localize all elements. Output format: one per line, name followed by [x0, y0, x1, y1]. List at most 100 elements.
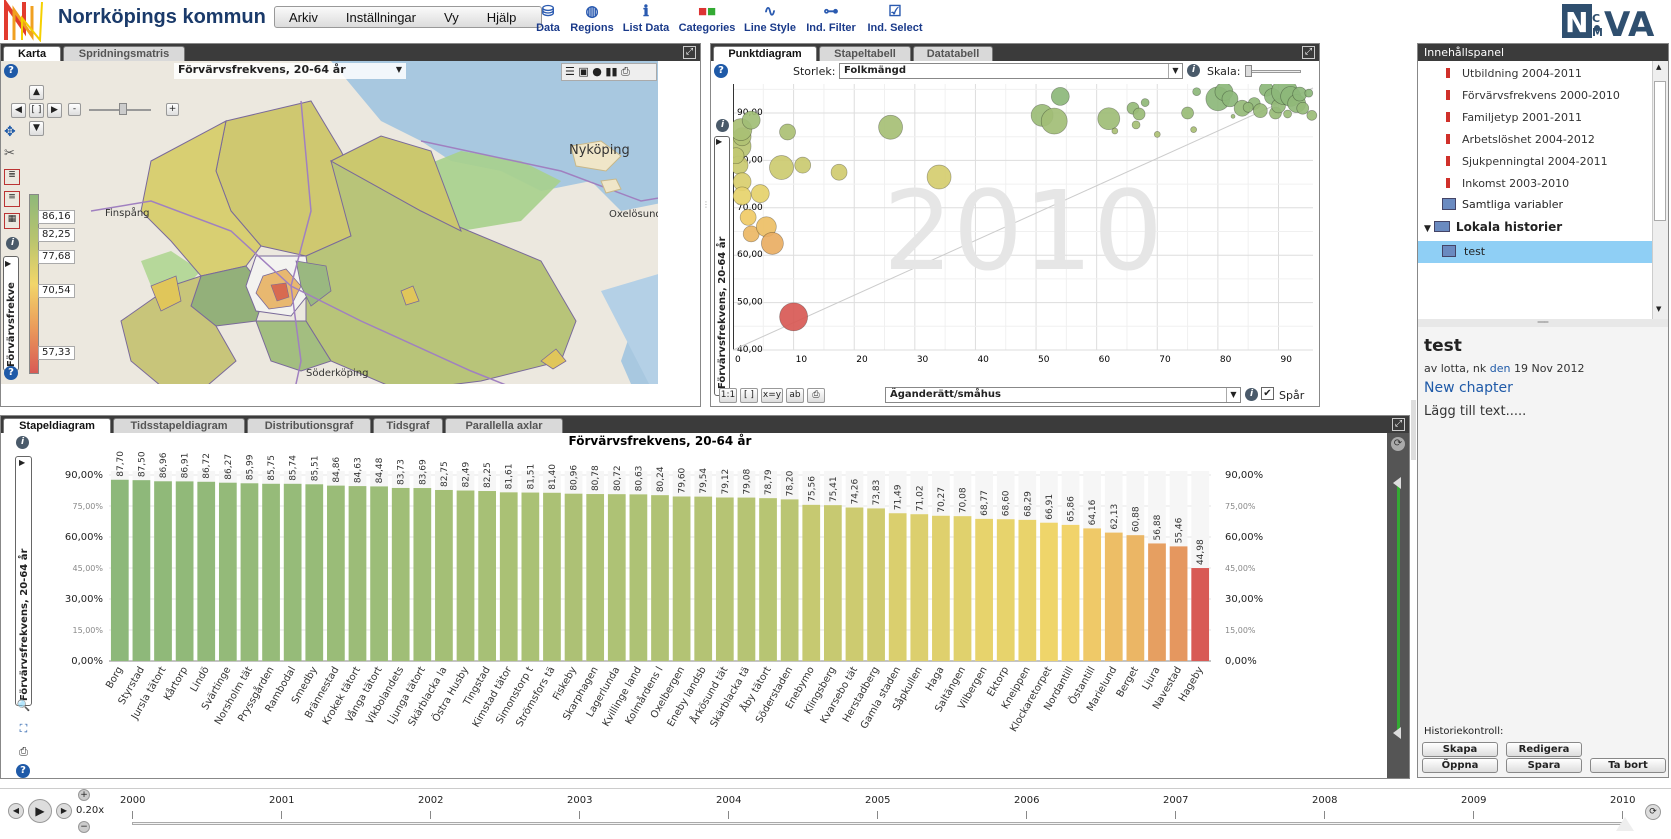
- bar[interactable]: [499, 492, 518, 661]
- step-back-icon[interactable]: ◀: [8, 803, 24, 819]
- scatter-point[interactable]: [1040, 107, 1068, 135]
- year-label[interactable]: 2003: [567, 795, 593, 806]
- help-icon[interactable]: ?: [4, 64, 18, 78]
- xy-button[interactable]: x=y: [761, 388, 783, 403]
- tree-item[interactable]: Arbetslöshet 2004-2012: [1446, 133, 1595, 146]
- camera-icon[interactable]: ▣: [578, 65, 589, 78]
- toolbar-ind-select-button[interactable]: ☑ Ind. Select: [863, 2, 927, 38]
- year-label[interactable]: 2000: [120, 795, 146, 806]
- region-city-east[interactable]: [295, 260, 332, 307]
- tab-parallella-axlar[interactable]: Parallella axlar: [445, 418, 563, 433]
- bar[interactable]: [391, 487, 410, 661]
- print-icon[interactable]: ⎙: [19, 745, 28, 758]
- bar[interactable]: [629, 494, 648, 661]
- region-northeast[interactable]: [329, 135, 462, 233]
- bar[interactable]: [1169, 546, 1188, 661]
- menu-arkiv[interactable]: Arkiv: [289, 9, 318, 25]
- scatter-point[interactable]: [1296, 101, 1310, 115]
- tree-item[interactable]: Utbildning 2004-2011: [1446, 67, 1582, 80]
- bar[interactable]: [1083, 528, 1102, 661]
- bar[interactable]: [456, 490, 475, 661]
- toolbar-line-style-button[interactable]: ∿ Line Style: [741, 2, 799, 38]
- bar[interactable]: [197, 481, 216, 661]
- bar[interactable]: [564, 493, 583, 661]
- tree-folder-local-histories[interactable]: ▼ Lokala historier: [1424, 220, 1563, 234]
- scatter-point[interactable]: [739, 208, 757, 226]
- info-icon[interactable]: i: [1187, 64, 1200, 77]
- map-canvas[interactable]: Nyköping Finspång Oxelösund Söderköping …: [1, 61, 658, 384]
- region-southwest[interactable]: [120, 275, 237, 384]
- scatter-point[interactable]: [1132, 107, 1146, 121]
- tab-tidsgraf[interactable]: Tidsgraf: [373, 418, 443, 433]
- scale-slider-handle[interactable]: [1245, 65, 1252, 77]
- bar[interactable]: [888, 513, 907, 661]
- bar[interactable]: [1061, 524, 1080, 661]
- bar[interactable]: [975, 518, 993, 661]
- scatter-point[interactable]: [741, 110, 761, 130]
- scatter-point[interactable]: [794, 156, 812, 174]
- scatter-point[interactable]: [1050, 87, 1070, 106]
- scatter-point[interactable]: [1192, 87, 1202, 97]
- bar[interactable]: [672, 496, 691, 661]
- zoom-extent-button[interactable]: [ ]: [29, 103, 44, 118]
- bar[interactable]: [218, 482, 237, 661]
- bar[interactable]: [132, 480, 151, 661]
- tab-punktdiagram[interactable]: Punktdiagram: [713, 46, 817, 61]
- scatter-point[interactable]: [1190, 126, 1197, 133]
- move-icon[interactable]: ✥: [4, 124, 16, 140]
- zoom-icon[interactable]: 🔍: [16, 699, 31, 712]
- class-icon[interactable]: ▦: [4, 213, 20, 229]
- scatter-point[interactable]: [878, 114, 903, 140]
- info-icon[interactable]: i: [1245, 388, 1258, 401]
- bar[interactable]: [1148, 543, 1166, 661]
- help-icon[interactable]: ?: [16, 764, 30, 778]
- year-label[interactable]: 2009: [1461, 795, 1487, 806]
- bar[interactable]: [759, 498, 777, 661]
- delete-story-button[interactable]: Ta bort: [1590, 758, 1666, 773]
- toolbar-ind-filter-button[interactable]: ⊶ Ind. Filter: [802, 2, 860, 38]
- scale-slider[interactable]: [1245, 70, 1301, 73]
- layers-icon[interactable]: ☰: [565, 65, 575, 78]
- pan-down-button[interactable]: ▼: [29, 121, 44, 136]
- zoom-in-button[interactable]: +: [166, 103, 179, 116]
- scatter-point[interactable]: [1304, 88, 1314, 98]
- expand-icon[interactable]: ▶: [19, 458, 26, 467]
- bar[interactable]: [521, 492, 540, 661]
- scatter-point[interactable]: [1242, 101, 1254, 113]
- tree-item-all-variables[interactable]: Samtliga variabler: [1442, 198, 1563, 211]
- menu-hjalp[interactable]: Hjälp: [486, 9, 517, 25]
- loop-icon[interactable]: ⟳: [1645, 804, 1661, 820]
- bar[interactable]: [262, 483, 280, 661]
- year-label[interactable]: 2010: [1610, 795, 1636, 806]
- splitter-handle[interactable]: ⋮: [702, 200, 710, 209]
- bar-chart[interactable]: Förvärvsfrekvens, 20-64 år 0,00% 0,00% 15,0…: [37, 433, 1387, 773]
- time-track[interactable]: [132, 822, 1622, 825]
- help-icon[interactable]: ?: [4, 366, 18, 380]
- bar[interactable]: [413, 488, 432, 661]
- tab-spridningsmatris[interactable]: Spridningsmatris: [63, 46, 185, 61]
- bar[interactable]: [370, 486, 388, 661]
- menu-vy[interactable]: Vy: [444, 9, 459, 25]
- bar[interactable]: [305, 484, 324, 661]
- play-icon[interactable]: ▶: [28, 799, 52, 823]
- tools-icon[interactable]: ✂: [4, 146, 15, 161]
- scatter-point[interactable]: [830, 163, 848, 181]
- bar[interactable]: [348, 486, 367, 661]
- size-select[interactable]: Folkmängd ▼: [839, 63, 1183, 79]
- region-city-low[interactable]: [270, 282, 290, 302]
- region-patch-3[interactable]: [400, 285, 420, 306]
- bar[interactable]: [996, 519, 1015, 661]
- tree-item[interactable]: Familjetyp 2001-2011: [1446, 111, 1582, 124]
- scatter-point[interactable]: [779, 123, 796, 141]
- bar[interactable]: [175, 481, 194, 661]
- bar[interactable]: [651, 495, 669, 661]
- scatter-point[interactable]: [1097, 107, 1121, 131]
- y-axis-tab[interactable]: Förvärvsfrekvens, 20-64 år: [714, 136, 730, 396]
- bar[interactable]: [780, 499, 799, 661]
- pan-left-button[interactable]: ◀: [11, 103, 26, 118]
- bar[interactable]: [240, 483, 259, 661]
- legend-edit-icon[interactable]: ≣: [4, 169, 20, 185]
- bar[interactable]: [435, 489, 453, 661]
- toolbar-regions-button[interactable]: ◍ Regions: [568, 2, 616, 38]
- tree-item[interactable]: Sjukpenningtal 2004-2011: [1446, 155, 1608, 168]
